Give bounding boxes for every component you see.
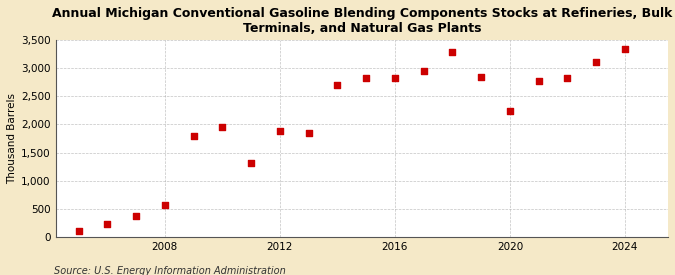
Point: [275, 129, 286, 133]
Point: [246, 161, 256, 165]
Point: [504, 109, 515, 113]
Point: [447, 50, 458, 54]
Title: Annual Michigan Conventional Gasoline Blending Components Stocks at Refineries, : Annual Michigan Conventional Gasoline Bl…: [52, 7, 672, 35]
Point: [188, 133, 199, 138]
Point: [217, 125, 227, 130]
Point: [159, 202, 170, 207]
Point: [620, 46, 630, 51]
Text: Source: U.S. Energy Information Administration: Source: U.S. Energy Information Administ…: [54, 266, 286, 275]
Point: [591, 60, 601, 64]
Point: [131, 214, 142, 219]
Y-axis label: Thousand Barrels: Thousand Barrels: [7, 93, 17, 184]
Point: [303, 131, 314, 135]
Point: [562, 76, 573, 81]
Point: [389, 76, 400, 80]
Point: [418, 68, 429, 73]
Point: [102, 222, 113, 227]
Point: [476, 75, 487, 79]
Point: [360, 76, 371, 80]
Point: [533, 79, 544, 83]
Point: [332, 83, 343, 87]
Point: [73, 229, 84, 233]
